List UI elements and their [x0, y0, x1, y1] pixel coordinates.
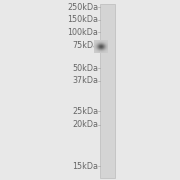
Bar [100, 4, 115, 178]
Text: 150kDa: 150kDa [67, 15, 98, 24]
Text: 37kDa: 37kDa [72, 76, 98, 86]
Text: 100kDa: 100kDa [67, 28, 98, 37]
Text: 75kDa: 75kDa [72, 41, 98, 50]
Text: 20kDa: 20kDa [72, 120, 98, 129]
Text: 15kDa: 15kDa [72, 162, 98, 171]
Text: 50kDa: 50kDa [72, 64, 98, 73]
Text: 250kDa: 250kDa [67, 3, 98, 12]
Text: 25kDa: 25kDa [72, 107, 98, 116]
